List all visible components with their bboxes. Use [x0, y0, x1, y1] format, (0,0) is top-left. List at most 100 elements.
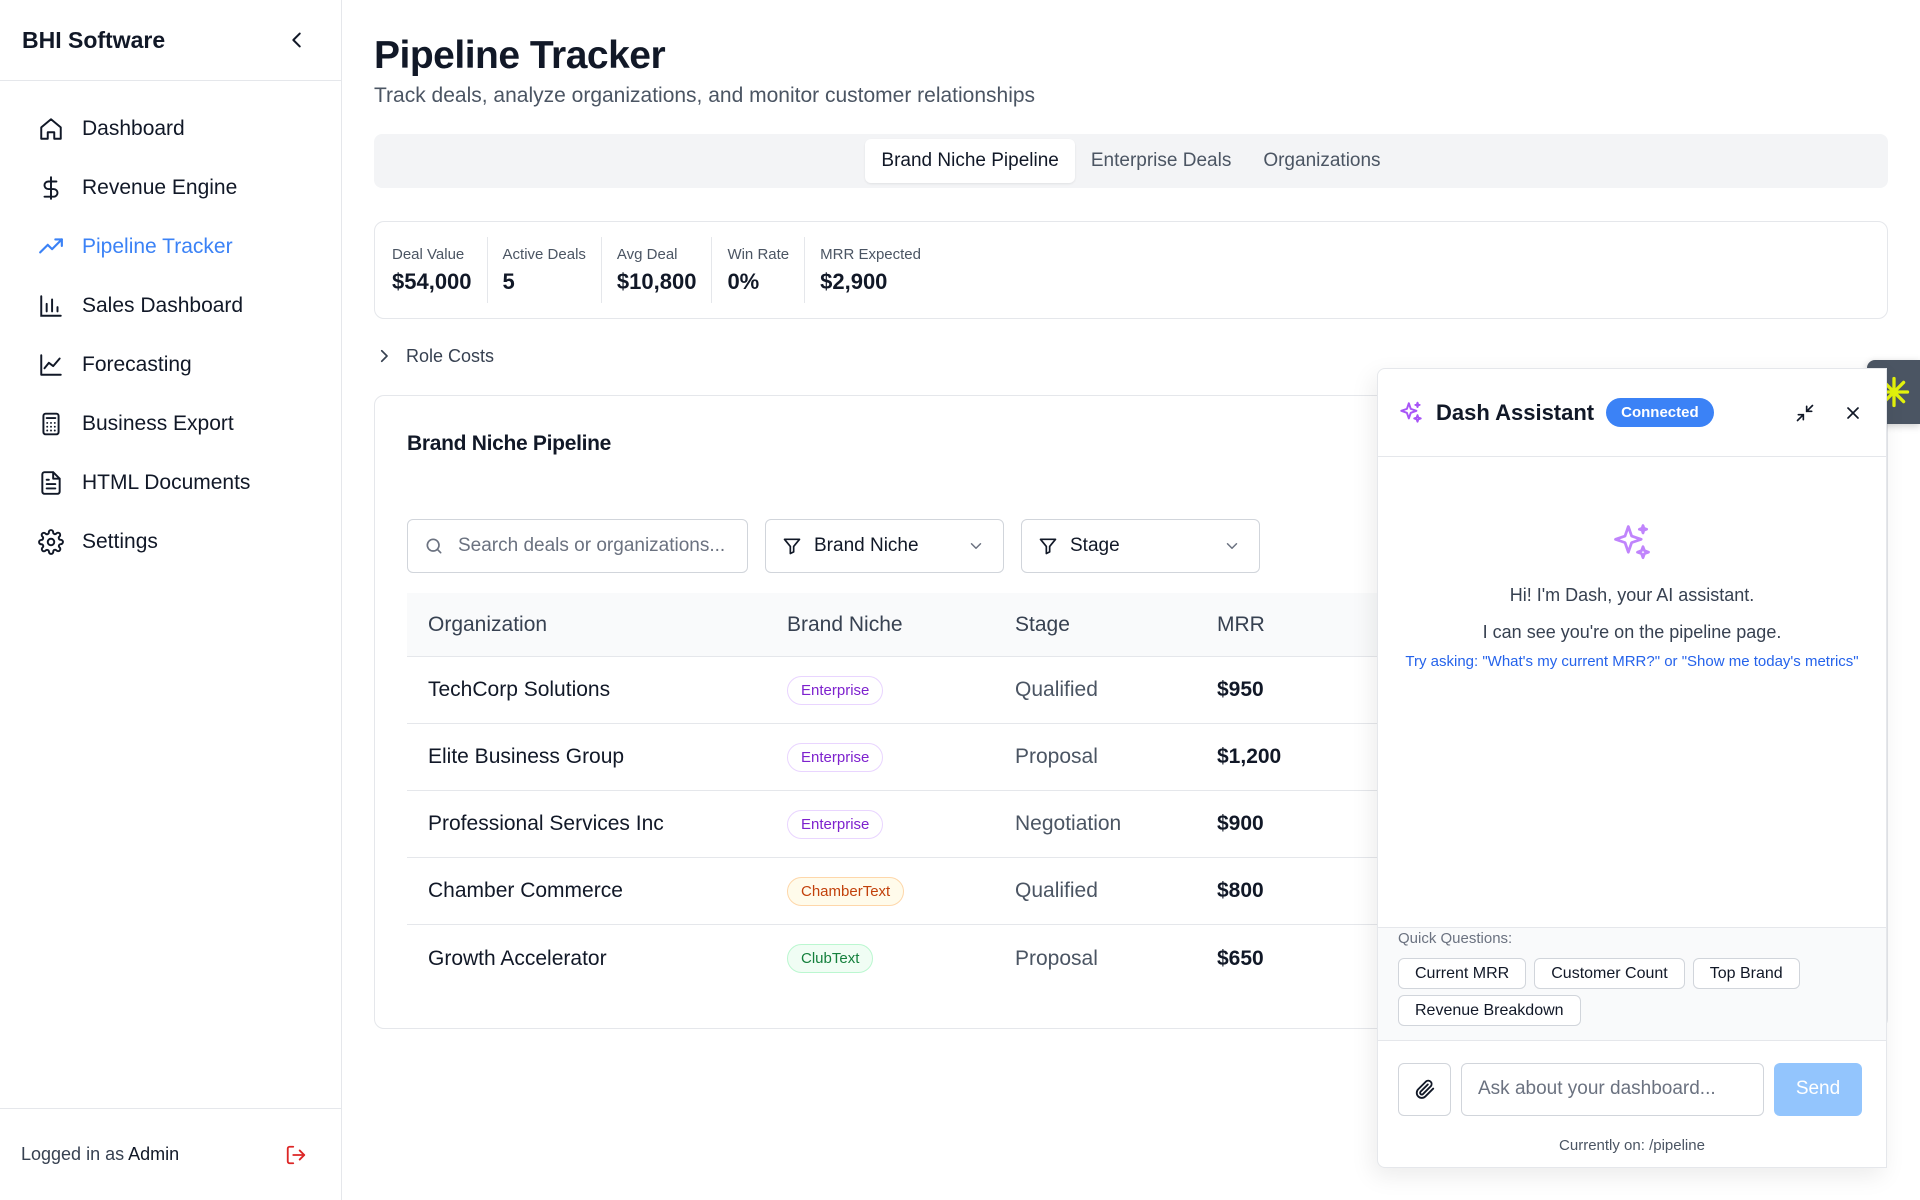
stage-cell: Negotiation — [1015, 812, 1122, 835]
sidebar-item-label: Pipeline Tracker — [82, 234, 233, 258]
sidebar-item-business-export[interactable]: Business Export — [0, 394, 341, 453]
stat-active-deals: Active Deals 5 — [488, 237, 602, 303]
search-input[interactable]: Search deals or organizations... — [407, 519, 748, 573]
user-name: Admin — [128, 1144, 180, 1164]
stats-bar: Deal Value $54,000 Active Deals 5 Avg De… — [374, 221, 1888, 319]
quick-question-customer-count[interactable]: Customer Count — [1534, 958, 1685, 989]
minimize-button[interactable] — [1792, 400, 1818, 426]
send-button[interactable]: Send — [1774, 1062, 1862, 1116]
calculator-icon — [38, 411, 64, 437]
assistant-context: I can see you're on the pipeline page. — [1482, 622, 1782, 642]
stage-filter-value: Stage — [1070, 535, 1120, 556]
stage-cell: Proposal — [1015, 745, 1098, 768]
tab-brand-niche-pipeline[interactable]: Brand Niche Pipeline — [865, 139, 1075, 183]
tab-bar: Brand Niche Pipeline Enterprise Deals Or… — [374, 134, 1888, 188]
quick-question-top-brand[interactable]: Top Brand — [1692, 958, 1800, 989]
message-composer: Ask about your dashboard... Send — [1378, 1041, 1886, 1137]
role-costs-toggle[interactable]: Role Costs — [374, 343, 1888, 369]
dollar-icon — [38, 175, 64, 201]
stat-label: Active Deals — [502, 245, 586, 263]
tab-organizations[interactable]: Organizations — [1263, 150, 1381, 171]
stat-label: Avg Deal — [616, 245, 678, 263]
org-name: Chamber Commerce — [428, 879, 623, 902]
search-icon — [426, 538, 442, 554]
logged-in-prefix: Logged in as — [21, 1144, 125, 1164]
table-row[interactable]: Professional Services Inc Enterprise Neg… — [407, 791, 1627, 858]
column-header-organization[interactable]: Organization — [428, 612, 548, 636]
sidebar-item-forecasting[interactable]: Forecasting — [0, 335, 341, 394]
table-row[interactable]: Chamber Commerce ChamberText Qualified $… — [407, 858, 1627, 925]
filter-icon — [783, 538, 801, 555]
stat-value: 5 — [502, 268, 515, 294]
quick-question-current-mrr[interactable]: Current MRR — [1398, 958, 1527, 989]
column-header-stage[interactable]: Stage — [1015, 612, 1070, 636]
sidebar-nav: Dashboard Revenue Engine Pipeline Tracke… — [0, 81, 341, 571]
sidebar-item-settings[interactable]: Settings — [0, 512, 341, 571]
collapse-sidebar-button[interactable] — [283, 26, 311, 54]
sparkles-icon — [1400, 401, 1422, 423]
close-icon — [1847, 406, 1859, 419]
chevron-left-icon — [292, 32, 301, 48]
page-title: Pipeline Tracker — [374, 34, 666, 77]
sidebar-footer: Logged in as Admin — [0, 1108, 341, 1200]
stage-cell: Qualified — [1015, 879, 1098, 902]
table-row[interactable]: Growth Accelerator ClubText Proposal $65… — [407, 925, 1627, 992]
org-name: TechCorp Solutions — [428, 678, 611, 701]
stat-win-rate: Win Rate 0% — [712, 237, 806, 303]
search-placeholder: Search deals or organizations... — [458, 535, 726, 556]
file-text-icon — [38, 470, 64, 496]
niche-badge: ChamberText — [787, 876, 905, 906]
logged-in-user: Logged in as Admin — [21, 1144, 179, 1165]
mrr-cell: $650 — [1217, 946, 1264, 970]
stage-cell: Proposal — [1015, 946, 1098, 970]
sidebar-item-revenue-engine[interactable]: Revenue Engine — [0, 158, 341, 217]
paperclip-icon — [1415, 1079, 1434, 1099]
sidebar-item-label: Sales Dashboard — [82, 293, 244, 317]
sidebar: BHI Software Dashboard Revenue Engine Pi… — [0, 0, 342, 1200]
page-subtitle: Track deals, analyze organizations, and … — [374, 84, 1036, 107]
brand-name: BHI Software — [22, 26, 166, 53]
pipeline-card-title: Brand Niche Pipeline — [407, 432, 612, 455]
sidebar-item-html-documents[interactable]: HTML Documents — [0, 453, 341, 512]
assistant-greeting: Hi! I'm Dash, your AI assistant. — [1509, 585, 1755, 605]
sidebar-item-pipeline-tracker[interactable]: Pipeline Tracker — [0, 217, 341, 276]
assistant-title: Dash Assistant — [1436, 399, 1595, 425]
home-icon — [38, 116, 64, 142]
chevron-right-icon — [374, 346, 394, 366]
sidebar-item-label: Revenue Engine — [82, 175, 238, 199]
sidebar-item-sales-dashboard[interactable]: Sales Dashboard — [0, 276, 341, 335]
table-row[interactable]: TechCorp Solutions Enterprise Qualified … — [407, 657, 1627, 724]
tab-enterprise-deals[interactable]: Enterprise Deals — [1090, 150, 1232, 171]
table-row[interactable]: Elite Business Group Enterprise Proposal… — [407, 724, 1627, 791]
stat-mrr-expected: MRR Expected $2,900 — [805, 237, 936, 303]
sidebar-item-label: Business Export — [82, 411, 234, 435]
stage-cell: Qualified — [1015, 678, 1098, 701]
sparkles-icon — [1614, 524, 1650, 560]
column-header-mrr[interactable]: MRR — [1217, 612, 1265, 636]
quick-question-revenue-breakdown[interactable]: Revenue Breakdown — [1398, 995, 1581, 1026]
niche-badge: Enterprise — [787, 809, 884, 839]
assistant-header: Dash Assistant Connected — [1378, 369, 1886, 457]
quick-questions: Quick Questions: Current MRR Customer Co… — [1378, 927, 1886, 1041]
stat-value: 0% — [727, 268, 760, 294]
sidebar-item-dashboard[interactable]: Dashboard — [0, 99, 341, 158]
stat-label: Deal Value — [392, 245, 465, 263]
mrr-cell: $1,200 — [1217, 745, 1282, 768]
logout-button[interactable] — [283, 1142, 309, 1168]
message-input[interactable]: Ask about your dashboard... — [1461, 1062, 1764, 1116]
sidebar-item-label: HTML Documents — [82, 470, 251, 494]
column-header-brand-niche[interactable]: Brand Niche — [787, 612, 903, 636]
mrr-cell: $950 — [1217, 678, 1264, 701]
close-button[interactable] — [1840, 400, 1866, 426]
stage-filter[interactable]: Stage — [1021, 519, 1260, 573]
org-name: Elite Business Group — [428, 745, 625, 768]
mrr-cell: $900 — [1217, 812, 1264, 835]
attach-button[interactable] — [1398, 1062, 1451, 1116]
org-name: Growth Accelerator — [428, 946, 607, 970]
stat-value: $54,000 — [392, 268, 472, 294]
niche-badge: Enterprise — [787, 675, 884, 705]
role-costs-label: Role Costs — [406, 345, 495, 366]
bar-chart-icon — [38, 293, 64, 319]
stat-value: $2,900 — [820, 268, 888, 294]
brand-niche-filter[interactable]: Brand Niche — [765, 519, 1004, 573]
